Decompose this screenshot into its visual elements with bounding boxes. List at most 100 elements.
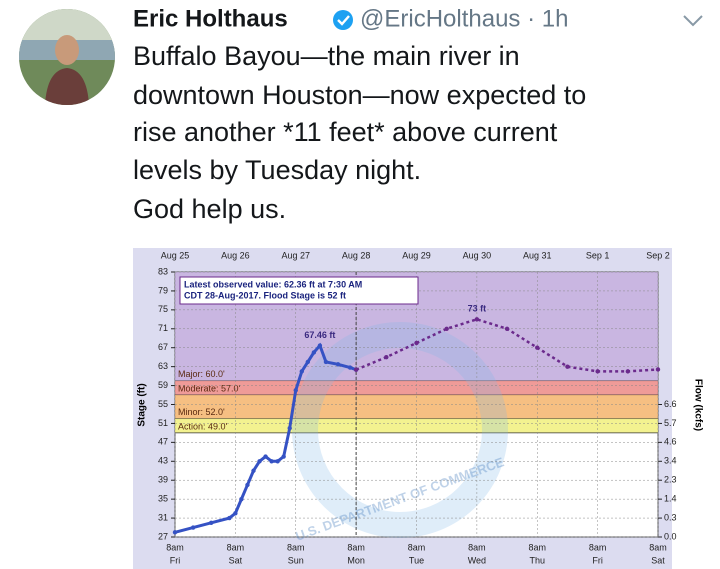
y-axis-label: Stage (ft) <box>137 383 148 426</box>
y2-tick-label: 6.6 <box>664 399 677 409</box>
x-tick-label: Thu <box>529 555 545 565</box>
data-point <box>172 530 178 535</box>
tweet-text: levels by Tuesday night. <box>133 155 421 185</box>
x-tick-label: Fri <box>170 555 181 565</box>
y-tick-label: 27 <box>158 531 168 541</box>
tweet-text: rise another *11 feet* above current <box>133 117 558 147</box>
x-tick-label: 8am <box>528 542 546 552</box>
y-tick-label: 47 <box>158 437 168 447</box>
data-point <box>209 520 214 526</box>
data-point <box>504 326 510 331</box>
y2-tick-label: 0.3 <box>664 512 677 522</box>
data-point <box>655 367 661 372</box>
x-tick-label: 8am <box>649 542 667 552</box>
data-point <box>299 369 304 374</box>
data-point <box>257 459 262 464</box>
user-name[interactable]: Eric Holthaus <box>133 5 288 32</box>
data-point <box>535 345 540 350</box>
data-point <box>239 496 244 502</box>
top-date: Sep 2 <box>646 250 670 260</box>
flood-label: Moderate: 57.0' <box>178 383 241 393</box>
y-tick-label: 55 <box>158 399 168 409</box>
annotation-box <box>179 276 419 305</box>
y2-tick-label: 1.4 <box>664 494 677 504</box>
y-tick-label: 31 <box>158 512 168 522</box>
verified-check <box>337 15 350 26</box>
avatar[interactable] <box>19 9 115 105</box>
x-tick-label: 8am <box>468 542 486 552</box>
x-tick-label: 8am <box>408 542 426 552</box>
y2-tick-label: 4.6 <box>664 437 677 447</box>
x-tick-label: Mon <box>347 555 365 565</box>
top-date: Aug 26 <box>221 250 250 260</box>
watermark-seal <box>292 322 508 538</box>
flood-band <box>175 395 658 419</box>
x-tick-label: 8am <box>589 542 607 552</box>
data-point <box>190 525 196 530</box>
data-point <box>384 354 389 360</box>
tweet-text: downtown Houston—now expected to <box>133 80 586 110</box>
y-tick-label: 75 <box>158 304 168 314</box>
data-point <box>353 367 359 372</box>
y-tick-label: 59 <box>158 380 168 390</box>
y-tick-label: 83 <box>158 266 168 276</box>
y-tick-label: 51 <box>158 418 168 428</box>
data-point <box>414 340 419 346</box>
data-point <box>293 388 298 393</box>
data-point <box>317 343 323 348</box>
data-point <box>311 350 317 355</box>
y-tick-label: 39 <box>158 475 168 485</box>
top-date: Aug 27 <box>281 250 310 260</box>
x-tick-label: 8am <box>227 542 245 552</box>
top-date: Aug 25 <box>161 250 190 260</box>
data-label: 67.46 ft <box>304 330 335 340</box>
data-point <box>625 369 631 374</box>
x-tick-label: Wed <box>468 555 486 565</box>
top-date: Aug 29 <box>402 250 431 260</box>
menu-chevron[interactable] <box>683 15 703 27</box>
y-tick-label: 71 <box>158 323 168 333</box>
y-tick-label: 35 <box>158 494 168 504</box>
verified-badge <box>333 10 353 30</box>
top-date: Aug 28 <box>342 250 371 260</box>
y2-tick-label: 3.4 <box>664 456 677 466</box>
data-point <box>335 362 341 367</box>
data-point <box>269 459 274 464</box>
data-point <box>227 515 232 521</box>
flood-label: Action: 49.0' <box>178 421 228 431</box>
top-date: Aug 31 <box>523 250 552 260</box>
x-tick-label: Sun <box>288 555 304 565</box>
y2-tick-label: 2.3 <box>664 475 677 485</box>
chart: Major: 60.0' Moderate: 57.0' Minor: 52.0' A… <box>137 250 704 565</box>
data-point <box>305 359 311 365</box>
y-tick-label: 43 <box>158 456 168 466</box>
flood-label: Major: 60.0' <box>178 369 225 379</box>
x-tick-label: Fri <box>592 555 603 565</box>
data-point <box>595 369 600 374</box>
data-point <box>565 364 570 369</box>
annotation: CDT 28-Aug-2017. Flood Stage is 52 ft <box>184 290 346 300</box>
x-tick-label: 8am <box>347 542 365 552</box>
y2-axis-label: Flow (kcfs) <box>692 379 703 431</box>
data-point <box>347 365 353 370</box>
x-tick-label: Sat <box>229 555 243 565</box>
top-date: Sep 1 <box>586 250 610 260</box>
top-date: Aug 30 <box>463 250 492 260</box>
x-tick-label: 8am <box>166 542 184 552</box>
tweet-text: God help us. <box>133 194 286 224</box>
data-point <box>323 359 329 365</box>
flood-label: Minor: 52.0' <box>178 407 225 417</box>
data-point <box>251 468 256 473</box>
y2-tick-label: 5.7 <box>664 418 677 428</box>
x-tick-label: Tue <box>409 555 424 565</box>
data-point <box>275 459 280 464</box>
x-tick-label: Sat <box>651 555 665 565</box>
user-meta[interactable]: @EricHolthaus · 1h <box>360 5 568 32</box>
y2-tick-label: 0.0 <box>664 531 677 541</box>
data-point <box>263 454 268 459</box>
x-tick-label: 8am <box>287 542 305 552</box>
annotation: Latest observed value: 62.36 ft at 7:30 … <box>184 279 362 289</box>
data-point <box>233 511 238 516</box>
